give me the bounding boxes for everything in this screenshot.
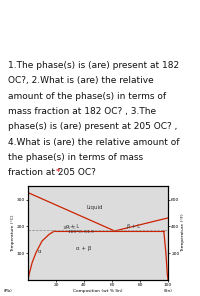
Text: 183°C, 61.9: 183°C, 61.9 xyxy=(68,230,94,234)
Text: 4.What is (are) the relative amount of: 4.What is (are) the relative amount of xyxy=(8,138,180,147)
X-axis label: Composition (wt % Sn): Composition (wt % Sn) xyxy=(73,289,123,293)
Text: as shown in figure below, Determine:: as shown in figure below, Determine: xyxy=(11,40,189,49)
Y-axis label: Temperature (°C): Temperature (°C) xyxy=(11,214,15,252)
Text: 185°C: 185°C xyxy=(63,226,77,230)
Text: β + L: β + L xyxy=(127,224,140,229)
Text: 1.The phase(s) is (are) present at 182: 1.The phase(s) is (are) present at 182 xyxy=(8,61,179,70)
Text: (Sn): (Sn) xyxy=(164,289,172,293)
Text: amount of the phase(s) in terms of: amount of the phase(s) in terms of xyxy=(8,92,166,101)
Y-axis label: Termperature (°F): Termperature (°F) xyxy=(181,214,185,252)
Text: fraction at 205 OC?: fraction at 205 OC? xyxy=(8,168,99,177)
Text: mass fraction at 182 OC? , 3.The: mass fraction at 182 OC? , 3.The xyxy=(8,107,156,116)
Text: (Pb): (Pb) xyxy=(4,289,13,293)
Text: *: * xyxy=(56,168,60,177)
Text: Liquid: Liquid xyxy=(87,205,103,210)
Text: Q5/ For a 75 wt% Pb -25 wt% Sn alloy: Q5/ For a 75 wt% Pb -25 wt% Sn alloy xyxy=(11,17,189,26)
Text: α + L: α + L xyxy=(66,224,79,229)
Text: phase(s) is (are) present at 205 OC? ,: phase(s) is (are) present at 205 OC? , xyxy=(8,122,177,131)
Text: α + β: α + β xyxy=(76,246,92,251)
Text: the phase(s) in terms of mass: the phase(s) in terms of mass xyxy=(8,153,143,162)
Text: OC?, 2.What is (are) the relative: OC?, 2.What is (are) the relative xyxy=(8,76,154,85)
Text: α: α xyxy=(37,249,41,254)
